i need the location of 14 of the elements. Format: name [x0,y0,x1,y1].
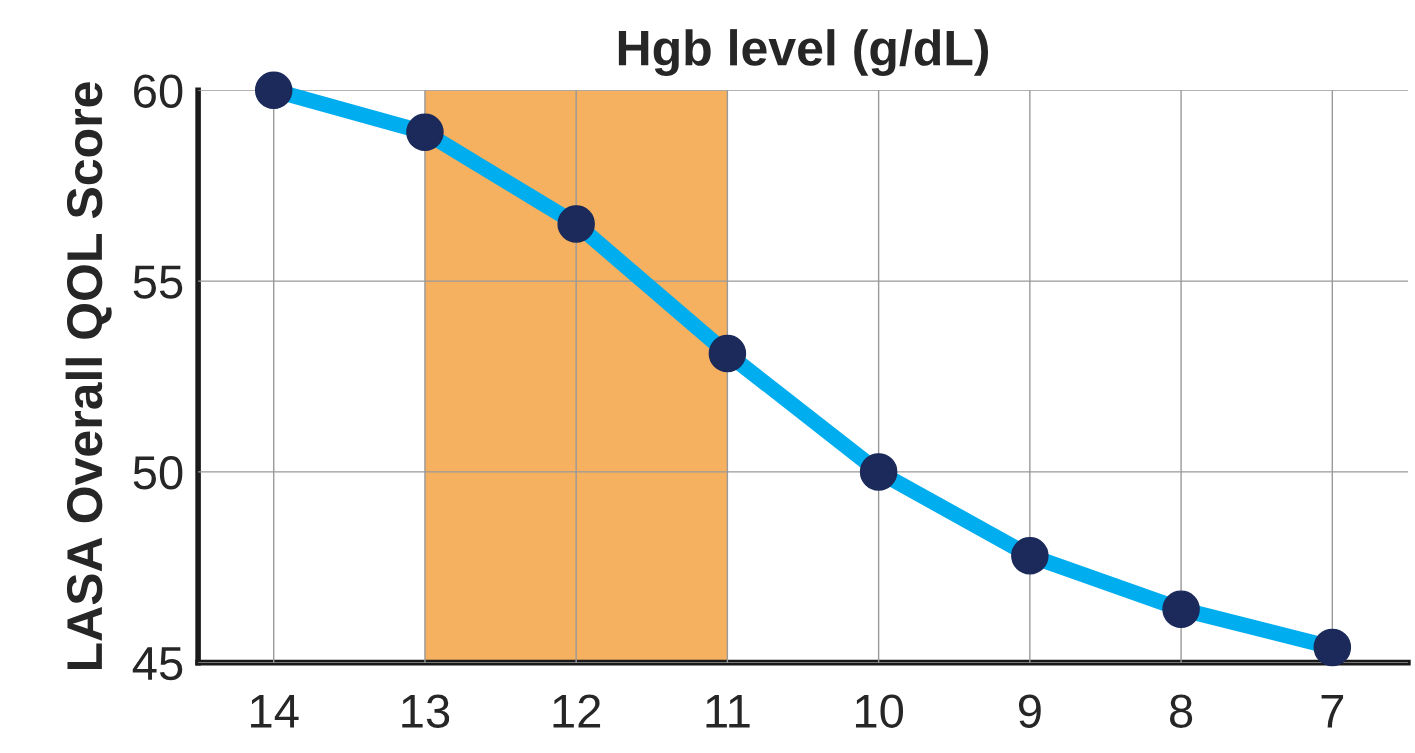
x-tick-label: 11 [706,694,750,728]
x-tick-label: 12 [553,694,601,728]
x-tick-label: 10 [855,694,904,728]
y-tick-label: 55 [133,265,183,299]
y-tick-label: 60 [134,74,183,108]
x-tick-label: 13 [402,694,450,728]
y-axis-title: LASA Overall QOL Score [65,82,112,670]
y-tick-label: 50 [133,456,183,490]
x-tick-label: 14 [251,694,299,728]
y-tick-label: 45 [132,647,183,681]
x-tick-label: 8 [1170,694,1193,728]
x-axis-title: Hgb level (g/dL) [618,29,989,76]
x-tick-label: 7 [1321,694,1344,728]
x-tick-label: 9 [1018,694,1041,728]
